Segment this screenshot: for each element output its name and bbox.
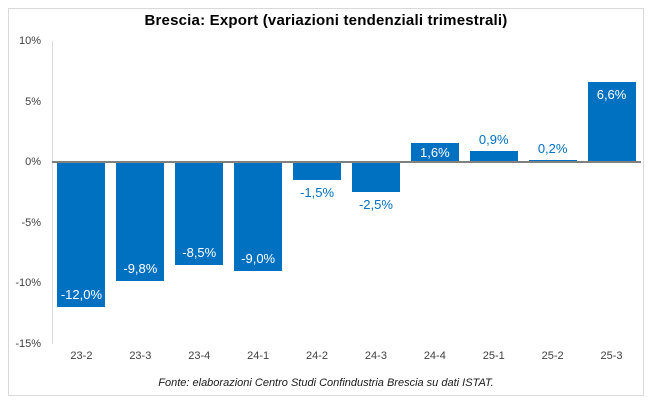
- bar-data-label: -9,0%: [241, 250, 276, 266]
- bar-data-label: -1,5%: [300, 185, 335, 201]
- y-tick-label: -10%: [15, 277, 41, 289]
- chart-frame: Brescia: Export (variazioni tendenziali …: [8, 8, 644, 396]
- x-tick-label: 24-1: [247, 350, 270, 362]
- bar-data-label: -9,8%: [123, 260, 158, 276]
- bar: [234, 162, 283, 271]
- bar: [587, 82, 636, 162]
- bar: [175, 162, 224, 265]
- x-tick-label: 24-3: [364, 350, 387, 362]
- x-tick-label: 23-3: [129, 350, 152, 362]
- x-axis-zero-line: [52, 161, 641, 163]
- bar-data-label: -8,5%: [182, 244, 217, 260]
- x-tick-label: 24-2: [306, 350, 329, 362]
- bar: [351, 162, 400, 193]
- x-tick-label: 24-4: [423, 350, 446, 362]
- y-tick-label: -15%: [15, 337, 41, 350]
- x-tick-label: 23-4: [188, 350, 211, 362]
- y-tick-label: 10%: [18, 35, 41, 47]
- y-tick-label: 0%: [25, 156, 41, 168]
- bar: [410, 142, 459, 162]
- x-tick-label: 25-3: [600, 350, 623, 362]
- bar-data-label: -2,5%: [358, 197, 393, 213]
- bar: [116, 162, 165, 281]
- x-tick-label: 25-2: [541, 350, 564, 362]
- y-tick-label: -5%: [21, 216, 41, 229]
- x-tick-label: 25-1: [482, 350, 505, 362]
- bar: [57, 162, 106, 308]
- bar-data-label: 0,2%: [537, 140, 568, 156]
- bar-data-label: 6,6%: [596, 87, 627, 103]
- bar-data-label: 1,6%: [420, 144, 450, 160]
- y-axis-line: [52, 41, 53, 344]
- bar: [293, 162, 342, 181]
- bar-data-label: -12,0%: [60, 287, 103, 303]
- bar: [469, 151, 518, 162]
- y-tick-label: 5%: [25, 95, 41, 108]
- source-note: Fonte: elaborazioni Centro Studi Confind…: [158, 377, 494, 389]
- chart-title: Brescia: Export (variazioni tendenziali …: [144, 12, 508, 29]
- bar: [528, 159, 577, 162]
- x-tick-label: 23-2: [70, 350, 93, 362]
- bar-data-label: 0,9%: [478, 132, 509, 148]
